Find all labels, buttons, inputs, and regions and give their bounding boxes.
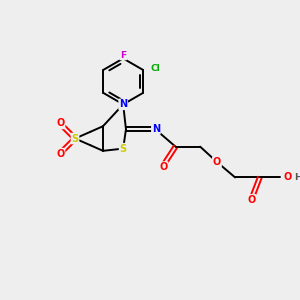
Text: O: O (56, 118, 64, 128)
Text: N: N (152, 124, 160, 134)
Text: N: N (119, 99, 127, 110)
Text: O: O (247, 195, 256, 205)
Text: S: S (120, 144, 127, 154)
Text: S: S (71, 134, 79, 143)
Text: O: O (213, 157, 221, 167)
Text: H: H (294, 173, 300, 182)
Text: O: O (56, 148, 64, 159)
Text: Cl: Cl (151, 64, 160, 73)
Text: F: F (120, 51, 126, 60)
Text: O: O (159, 162, 168, 172)
Text: O: O (283, 172, 292, 182)
